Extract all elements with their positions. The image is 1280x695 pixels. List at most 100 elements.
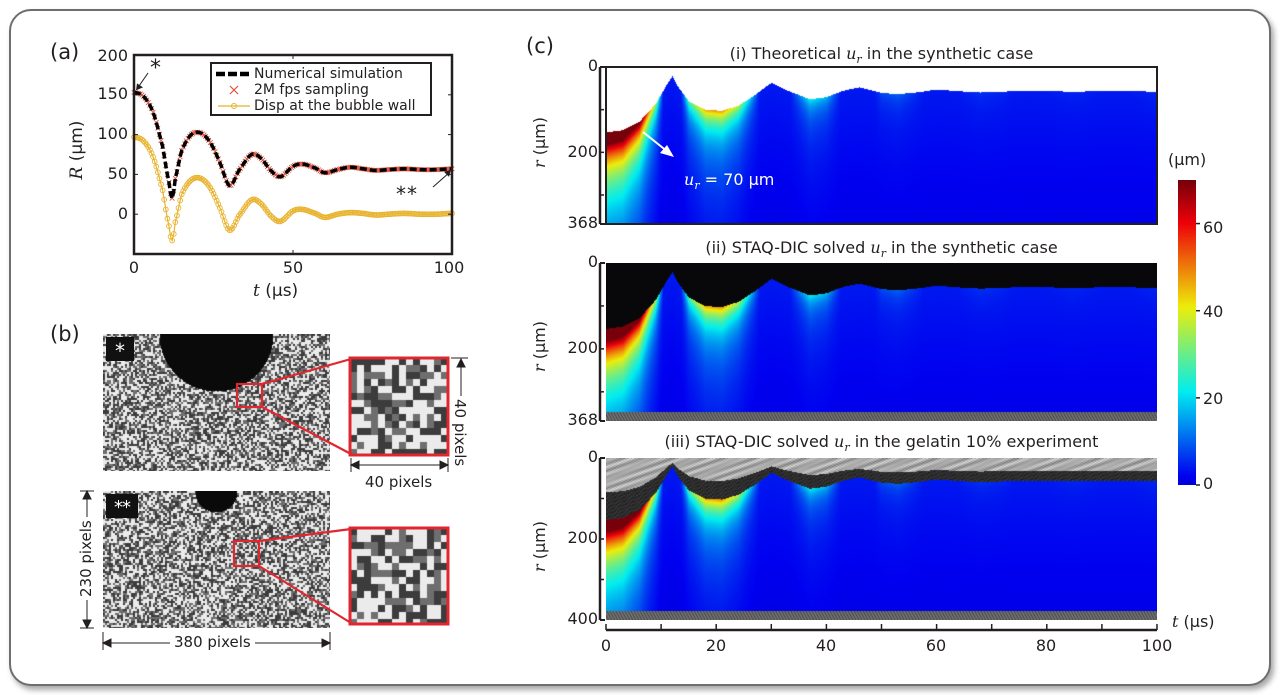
series-disp-marker: [215, 201, 222, 208]
title-text: (i) Theoretical: [729, 44, 847, 63]
x-tick-label: 100: [433, 258, 465, 277]
colorbar-tick-label: 40: [1203, 302, 1224, 321]
series-disp-marker: [234, 215, 241, 222]
series-disp-marker: [169, 237, 176, 244]
title-text: in the synthetic case: [885, 238, 1058, 257]
series-disp-marker: [156, 175, 163, 182]
speckle-inset-early: [350, 358, 448, 455]
colorbar-tick-label: 0: [1203, 474, 1214, 493]
series-disp-marker: [145, 144, 152, 150]
x-axis-unit: (μs): [1183, 612, 1215, 631]
series-disp-marker: [228, 227, 234, 233]
annotation-arrow-icon: [136, 72, 149, 91]
series-disp-marker: [280, 216, 287, 223]
x-tick-label: 80: [1035, 636, 1057, 655]
y-tick-label: 0: [587, 56, 598, 75]
badge-single-star: *: [106, 337, 134, 363]
title-sub: r: [880, 247, 886, 261]
legend-item-2m-fps-sampling: 2M fps sampling: [212, 82, 430, 98]
speckle-image-late: [103, 491, 330, 628]
series-simulation-line: [133, 90, 453, 205]
title-var: u: [834, 432, 845, 451]
series-disp-marker: [212, 194, 218, 200]
title-sub: r: [856, 53, 862, 67]
annotation-text: = 70 μm: [699, 170, 775, 189]
x-axis-var: t: [1172, 612, 1179, 631]
title-text: (iii) STAQ-DIC solved: [664, 432, 835, 451]
x-tick-label: 0: [128, 258, 140, 277]
x-tick-label: 40: [815, 636, 837, 655]
series-disp-marker: [178, 191, 185, 198]
y-tick-label: 400: [567, 609, 598, 628]
series-disp-marker: [201, 177, 207, 184]
y-tick-label: 0: [117, 204, 128, 223]
y-tick-label: 200: [567, 142, 598, 161]
series-disp-marker: [185, 180, 191, 187]
x-tick-label: 100: [1141, 636, 1173, 655]
title-text: (ii) STAQ-DIC solved: [705, 238, 871, 257]
series-disp-marker: [175, 205, 182, 211]
title-text: in the gelatin 10% experiment: [849, 432, 1099, 451]
series-disp-marker: [258, 201, 265, 207]
zoom-leader: [258, 527, 352, 543]
title-var: u: [870, 238, 881, 257]
title-var: u: [846, 44, 857, 63]
series-disp-marker: [209, 187, 215, 194]
badge-double-star: **: [106, 494, 138, 518]
series-disp-marker: [139, 136, 145, 143]
series-disp-marker: [170, 231, 177, 237]
heatmap-i: [606, 67, 1157, 224]
series-disp-marker: [232, 219, 239, 225]
x-tick-label: 50: [282, 258, 304, 277]
zoom-box-early: [235, 382, 264, 409]
legend-swatch-dashed-line: [216, 71, 252, 77]
colorbar: [1178, 180, 1196, 485]
series-disp-marker: [282, 215, 288, 222]
annotation-double-star: **: [396, 182, 418, 206]
series-disp-marker: [161, 196, 168, 203]
panel-label-b: (b): [50, 322, 80, 346]
chart-a-legend: Numerical simulation 2M fps sampling Dis…: [210, 62, 432, 116]
series-disp-marker: [223, 222, 230, 229]
heatmap-ii-title: (ii) STAQ-DIC solved ur in the synthetic…: [606, 238, 1157, 260]
plot-frame: [605, 66, 1158, 225]
inset-width-label: 40 pixels: [365, 473, 433, 491]
series-disp-marker: [285, 212, 292, 218]
series-disp-marker: [158, 181, 164, 188]
y-tick-label: 200: [97, 46, 128, 65]
legend-item-numerical-simulation: Numerical simulation: [212, 66, 430, 82]
annotation-arrow-icon: [432, 169, 451, 188]
series-disp-marker: [180, 188, 187, 194]
title-text: in the synthetic case: [861, 44, 1034, 63]
series-disp-marker: [153, 163, 160, 170]
series-disp-marker: [210, 190, 217, 197]
legend-item-disp-bubble-wall: Disp at the bubble wall: [212, 98, 430, 114]
x-axis-title: t (μs): [253, 281, 298, 301]
x-axis-var: t: [253, 281, 260, 301]
y-tick-label: 50: [107, 164, 128, 183]
series-disp-marker: [229, 225, 236, 231]
series-disp-marker: [166, 223, 172, 229]
colorbar-tick-label: 60: [1203, 218, 1224, 237]
x-axis-title: t (μs): [1172, 612, 1215, 631]
series-disp-marker: [151, 158, 158, 165]
title-sub: r: [844, 441, 850, 455]
series-disp-marker: [231, 222, 238, 229]
series-disp-marker: [283, 213, 290, 220]
zoom-box-late: [232, 539, 261, 568]
y-tick-label: 200: [567, 528, 598, 547]
series-disp-marker: [172, 219, 179, 226]
series-disp-marker: [213, 197, 220, 204]
legend-swatch-x-marker: [229, 85, 239, 95]
y-tick-label: 150: [97, 84, 128, 103]
panel-label-a: (a): [50, 40, 80, 64]
zoom-leader: [261, 406, 352, 455]
y-tick-label: 200: [567, 338, 598, 357]
series-disp-marker: [164, 215, 171, 222]
colorbar-tick-label: 20: [1203, 389, 1224, 408]
series-disp-marker: [159, 187, 166, 194]
annotation-var: u: [684, 170, 695, 189]
